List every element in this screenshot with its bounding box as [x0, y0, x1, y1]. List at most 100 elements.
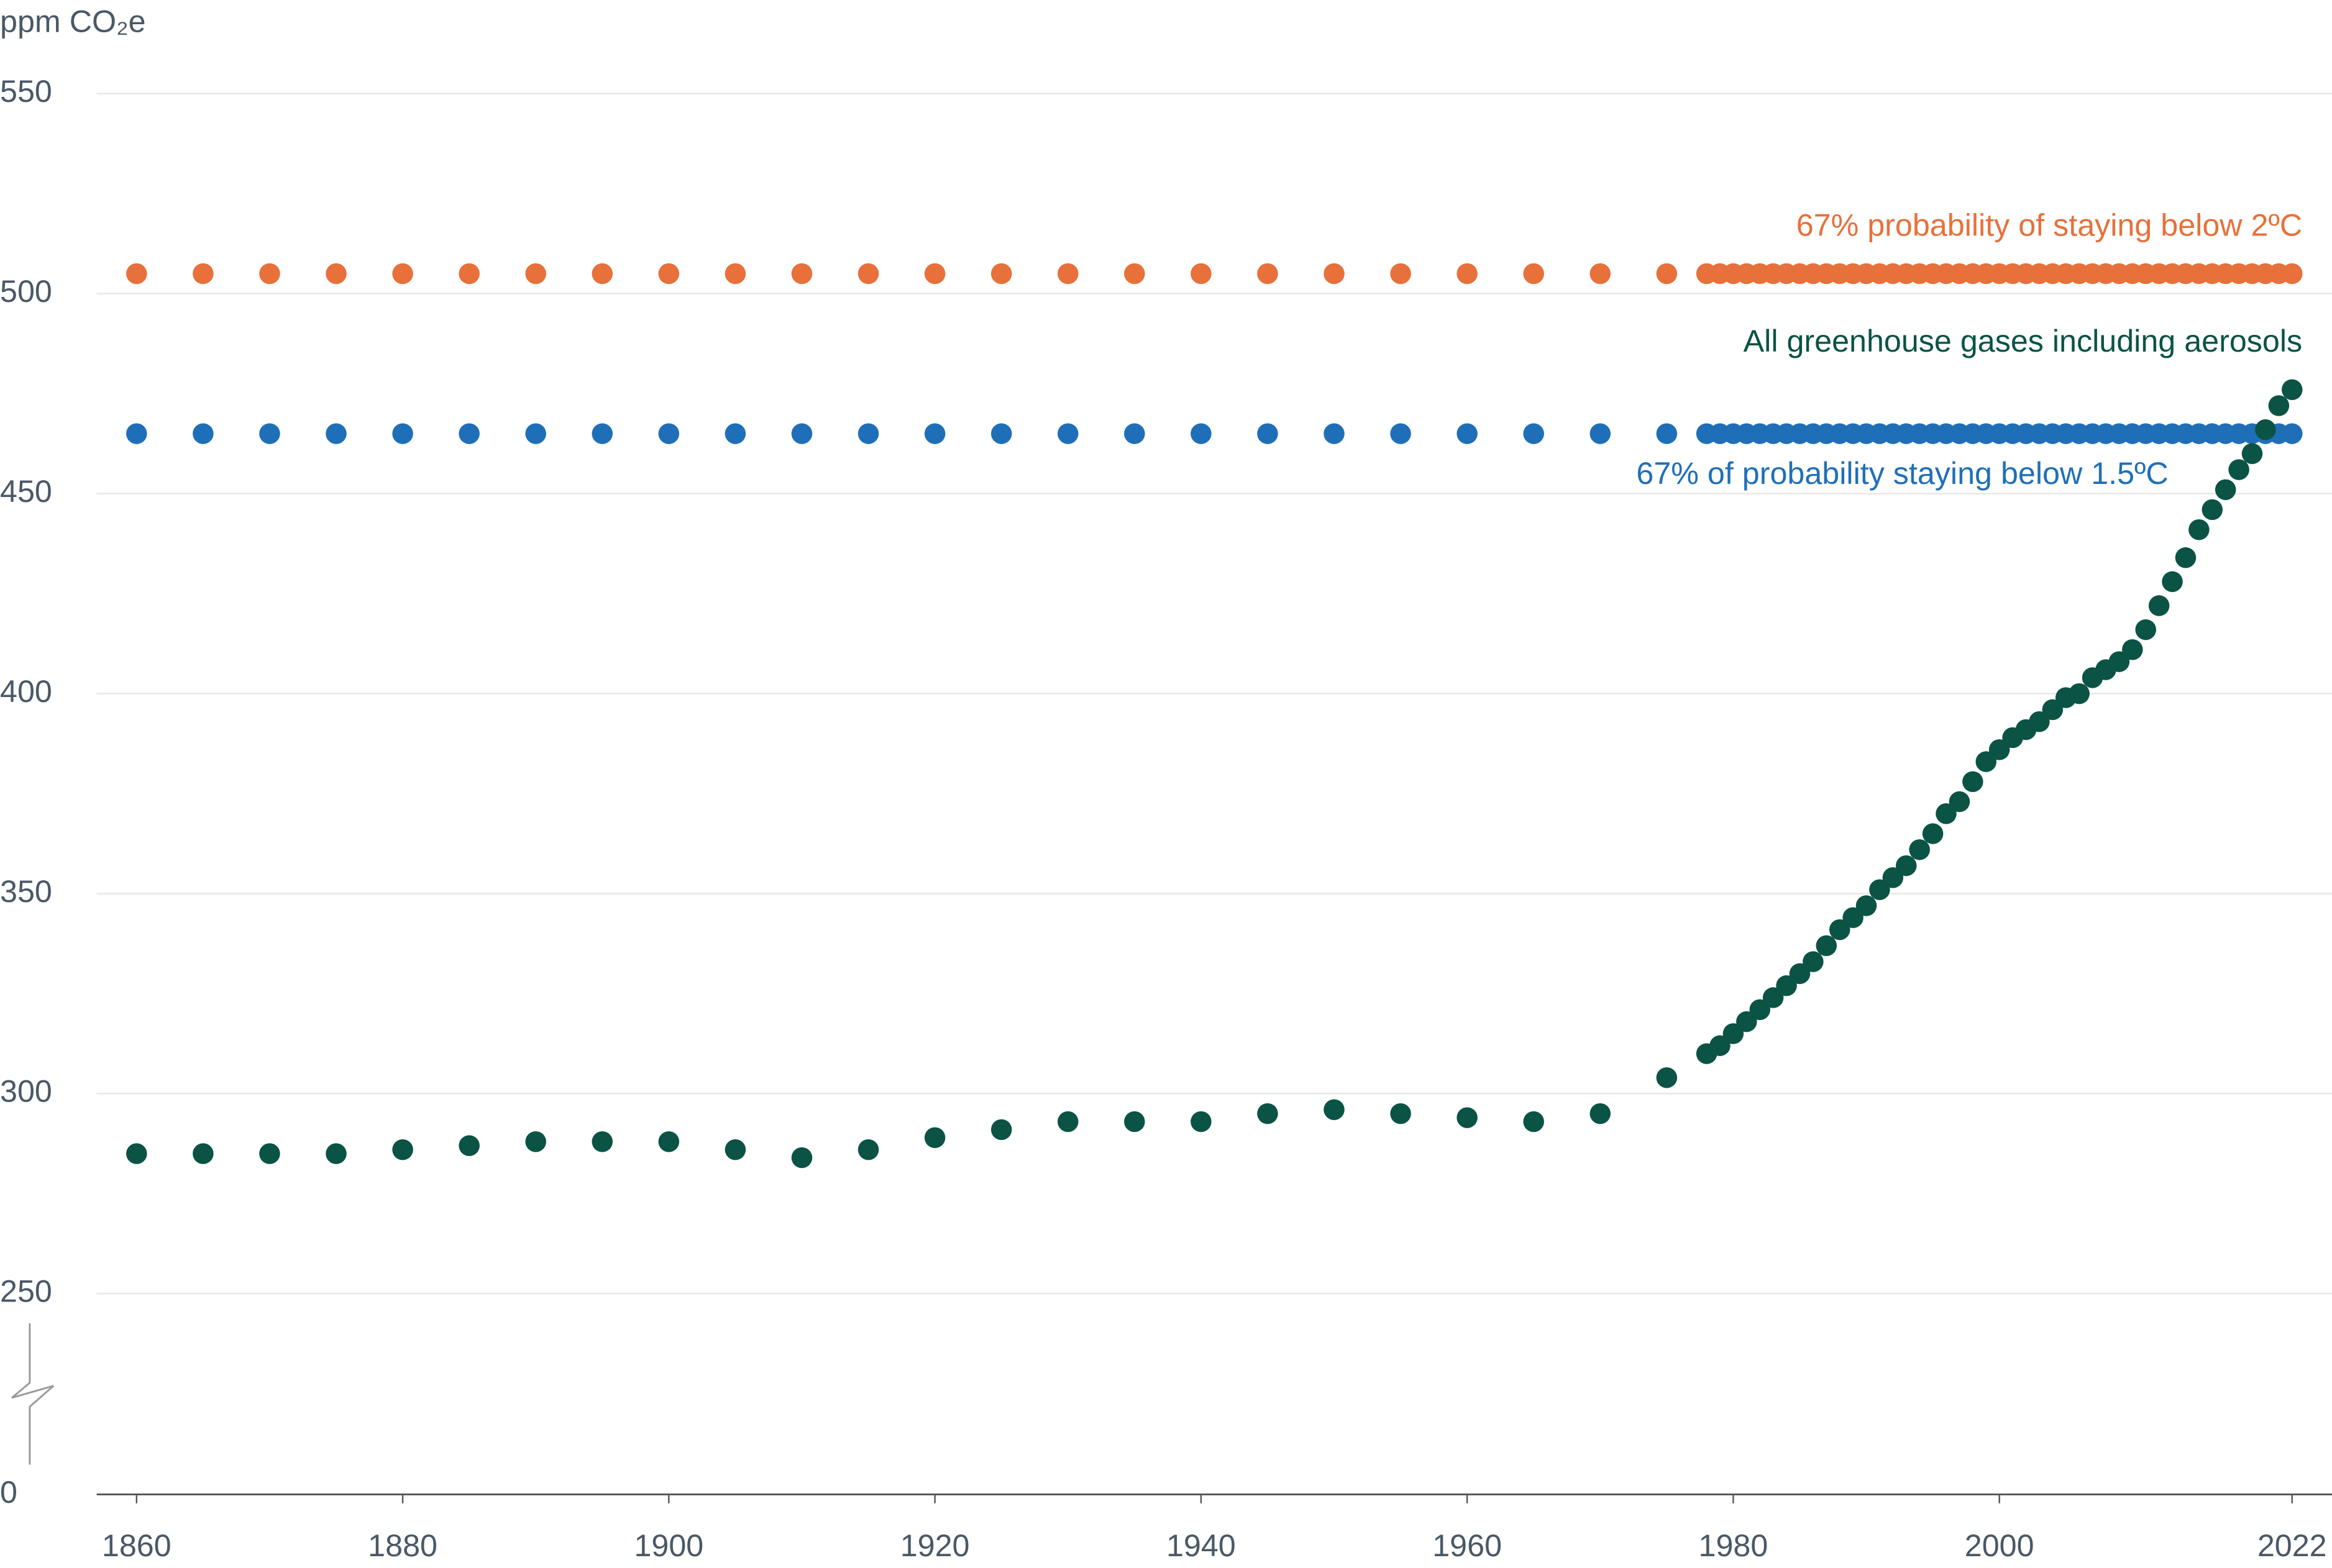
data-point — [658, 423, 680, 444]
data-point — [1124, 1111, 1145, 1133]
data-point — [1909, 839, 1930, 860]
data-point — [1324, 1099, 1345, 1120]
data-point — [326, 263, 347, 285]
data-point — [1975, 751, 1997, 772]
data-point — [1656, 263, 1678, 285]
data-point — [1882, 867, 1904, 888]
y-tick-label: 450 — [0, 474, 52, 509]
data-point — [924, 263, 946, 285]
data-point — [725, 1139, 746, 1160]
data-point — [2069, 683, 2090, 704]
data-point — [1829, 919, 1850, 941]
data-point — [924, 1127, 946, 1149]
x-tick-label: 1900 — [634, 1528, 703, 1563]
x-tick-label: 1860 — [102, 1528, 171, 1563]
data-point — [2042, 699, 2064, 721]
data-point — [126, 263, 147, 285]
data-point — [1816, 935, 1837, 956]
y-tick-label: 300 — [0, 1074, 52, 1109]
data-point — [1456, 263, 1478, 285]
data-point — [1390, 263, 1411, 285]
data-point — [990, 263, 1012, 285]
data-point — [1124, 423, 1145, 444]
data-point — [1124, 263, 1145, 285]
data-point — [459, 423, 480, 444]
data-point — [1523, 263, 1544, 285]
data-point — [1842, 907, 1863, 928]
data-point — [990, 1119, 1012, 1141]
data-point — [791, 423, 813, 444]
data-point — [2122, 639, 2143, 660]
data-point — [326, 423, 347, 444]
data-point — [1709, 1035, 1731, 1056]
data-point — [392, 263, 413, 285]
data-point — [1257, 263, 1278, 285]
data-point — [2135, 619, 2156, 640]
data-point — [259, 263, 280, 285]
data-point — [2029, 711, 2050, 732]
data-point — [392, 423, 413, 444]
data-point — [1949, 791, 1970, 813]
data-point — [126, 1143, 147, 1164]
data-point — [193, 423, 214, 444]
data-point — [1523, 1111, 1544, 1133]
data-point — [1789, 963, 1811, 985]
data-point — [1589, 1103, 1611, 1124]
data-point — [1656, 423, 1678, 444]
data-point — [1589, 263, 1611, 285]
data-point — [2148, 595, 2170, 616]
data-point — [1257, 1103, 1278, 1124]
data-point — [1936, 803, 1957, 824]
data-point — [525, 423, 546, 444]
data-point — [658, 263, 680, 285]
data-point — [1057, 263, 1079, 285]
data-point — [592, 1131, 613, 1152]
y-tick-label: 400 — [0, 674, 52, 709]
data-point — [2282, 263, 2303, 285]
data-point — [459, 1135, 480, 1156]
data-point — [1456, 423, 1478, 444]
data-point — [126, 423, 147, 444]
data-point — [459, 263, 480, 285]
data-point — [259, 1143, 280, 1164]
data-point — [658, 1131, 680, 1152]
data-point — [1191, 1111, 1212, 1133]
data-point — [392, 1139, 413, 1160]
data-point — [1803, 951, 1824, 972]
y-tick-label: 0 — [0, 1475, 17, 1510]
data-point — [592, 423, 613, 444]
data-point — [2215, 479, 2236, 500]
data-point — [924, 423, 946, 444]
y-tick-label: 350 — [0, 874, 52, 909]
series-label: All greenhouse gases including aerosols — [1744, 324, 2302, 358]
data-point — [2282, 423, 2303, 444]
x-tick-label: 1920 — [900, 1528, 970, 1563]
data-point — [592, 263, 613, 285]
data-point — [259, 423, 280, 444]
data-point — [791, 1147, 813, 1169]
data-point — [326, 1143, 347, 1164]
data-point — [1722, 1023, 1744, 1044]
data-point — [193, 263, 214, 285]
series-label: 67% probability of staying below 2ºC — [1796, 207, 2302, 242]
x-tick-label: 2000 — [1965, 1528, 2034, 1563]
data-point — [725, 423, 746, 444]
data-point — [1776, 975, 1797, 996]
x-tick-label: 1980 — [1699, 1528, 1768, 1563]
data-point — [1962, 771, 1983, 792]
data-point — [1390, 1103, 1411, 1124]
x-tick-label: 1940 — [1166, 1528, 1236, 1563]
y-axis-label: ppm CO₂e — [0, 4, 146, 39]
data-point — [1896, 855, 1917, 877]
data-point — [2282, 379, 2303, 401]
data-point — [2175, 547, 2197, 568]
data-point — [1869, 879, 1890, 900]
y-tick-label: 550 — [0, 74, 52, 109]
data-point — [1191, 263, 1212, 285]
data-point — [725, 263, 746, 285]
y-tick-label: 250 — [0, 1274, 52, 1309]
data-point — [990, 423, 1012, 444]
data-point — [1057, 1111, 1079, 1133]
data-point — [1656, 1067, 1678, 1088]
